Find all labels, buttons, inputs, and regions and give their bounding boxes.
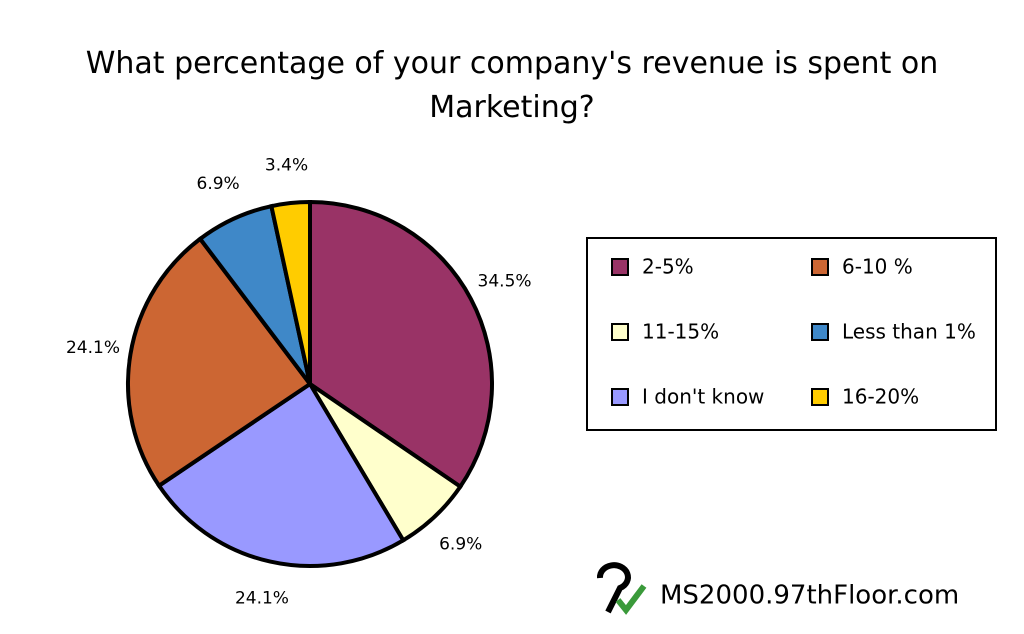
watermark: MS2000.97thFloor.com bbox=[660, 581, 959, 611]
data-label: 24.1% bbox=[235, 589, 289, 609]
pie-slice bbox=[268, 199, 312, 385]
logo-check bbox=[615, 584, 647, 615]
legend-label: 6-10 % bbox=[842, 255, 913, 279]
legend-swatch bbox=[611, 323, 629, 341]
data-label: 6.9% bbox=[197, 174, 240, 194]
legend-box bbox=[586, 237, 997, 431]
legend-swatch bbox=[611, 258, 629, 276]
legend-swatch bbox=[811, 258, 829, 276]
data-label: 3.4% bbox=[265, 155, 308, 175]
chart-title: What percentage of your company's revenu… bbox=[85, 46, 939, 125]
legend-label: I don't know bbox=[642, 385, 764, 409]
legend-label: 11-15% bbox=[642, 320, 719, 344]
data-label: 24.1% bbox=[66, 338, 120, 358]
logo bbox=[596, 562, 647, 615]
legend-swatch bbox=[611, 388, 629, 406]
pie-slice bbox=[156, 381, 406, 568]
pie-slice bbox=[126, 236, 313, 489]
legend-label: 16-20% bbox=[842, 385, 919, 409]
data-label: 6.9% bbox=[439, 534, 482, 554]
pie-slice bbox=[308, 199, 494, 490]
data-label: 34.5% bbox=[478, 271, 532, 291]
legend-swatch bbox=[811, 323, 829, 341]
legend-swatch bbox=[811, 388, 829, 406]
logo-nine bbox=[596, 562, 631, 614]
legend-label: Less than 1% bbox=[842, 320, 976, 344]
legend-label: 2-5% bbox=[642, 255, 694, 279]
